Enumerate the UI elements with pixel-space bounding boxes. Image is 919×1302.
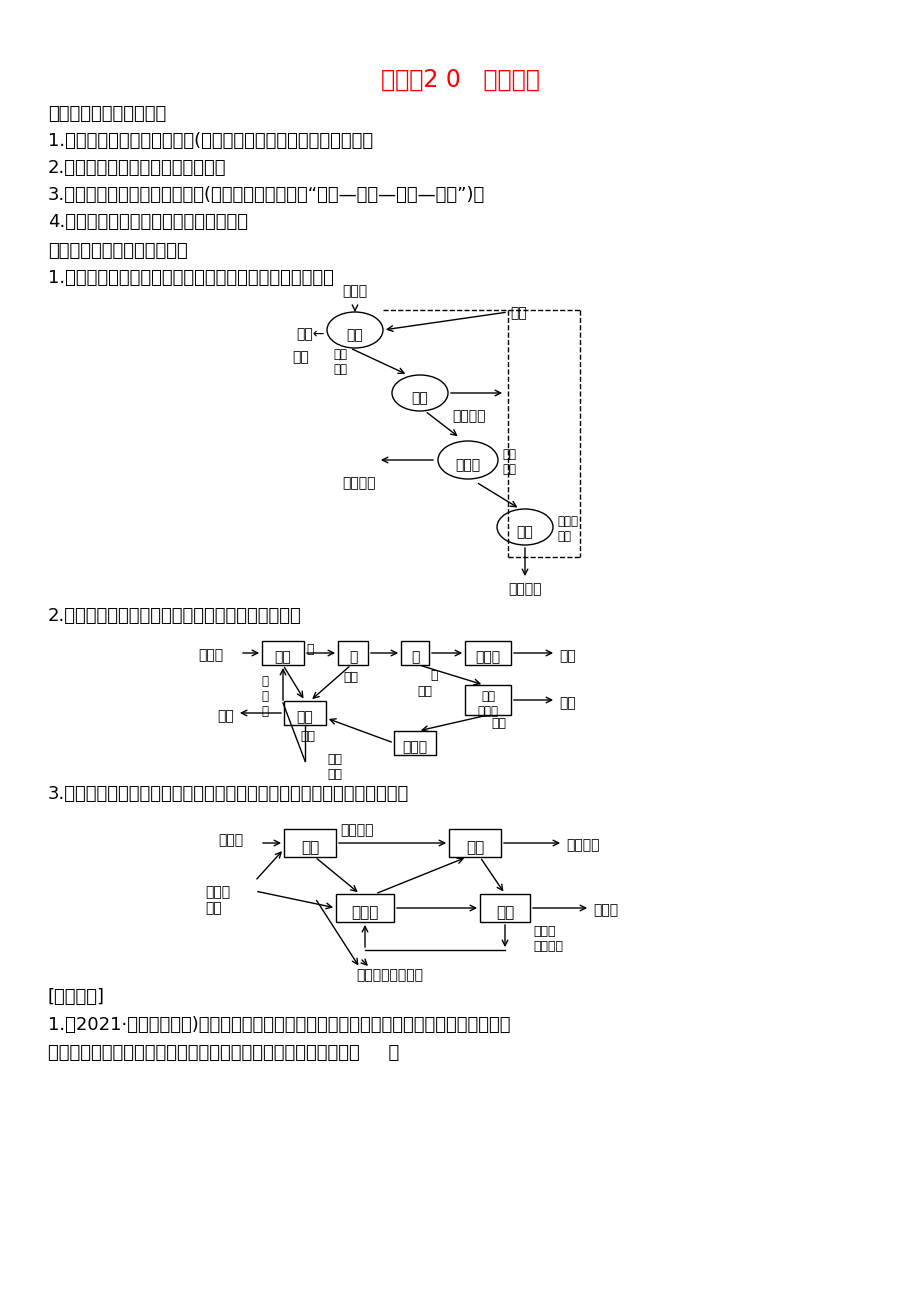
Text: 食品
加工厂: 食品 加工厂 xyxy=(477,690,498,717)
Text: 2.水陆交换的物质循环系统，如桑基鱼塘生产体系。: 2.水陆交换的物质循环系统，如桑基鱼塘生产体系。 xyxy=(48,607,301,625)
Text: 蚕: 蚕 xyxy=(348,650,357,664)
Text: 缫丝厂: 缫丝厂 xyxy=(475,650,500,664)
Bar xyxy=(284,829,335,857)
Text: 凋落废弃的有机体: 凋落废弃的有机体 xyxy=(357,967,423,982)
Bar xyxy=(464,685,510,715)
Text: 叶
、
茎: 叶 、 茎 xyxy=(261,674,268,717)
Text: 4.提高整个系统的总体功能和综合效益。: 4.提高整个系统的总体功能和综合效益。 xyxy=(48,214,248,230)
Text: 茧: 茧 xyxy=(411,650,419,664)
Text: 沼气池: 沼气池 xyxy=(402,740,427,754)
Text: 产品输出: 产品输出 xyxy=(342,477,376,490)
Text: 一、生态农业的设计原理: 一、生态农业的设计原理 xyxy=(48,105,166,122)
Text: 菌床
杂屑: 菌床 杂屑 xyxy=(502,448,516,477)
Text: 太阳能: 太阳能 xyxy=(198,648,223,661)
Bar xyxy=(284,700,325,725)
Text: 输出: 输出 xyxy=(217,710,233,723)
Text: 秸秆: 秸秆 xyxy=(292,350,309,365)
Text: 3.实现生态系统中物质循环再生(或实现可持续发展或“原料—产品—原料—产品”)。: 3.实现生态系统中物质循环再生(或实现可持续发展或“原料—产品—原料—产品”)。 xyxy=(48,186,484,204)
Text: 残渣
废液: 残渣 废液 xyxy=(326,753,342,781)
Text: 2.实现生态系统中能量的多级利用。: 2.实现生态系统中能量的多级利用。 xyxy=(48,159,226,177)
Text: 螓螓: 螓螓 xyxy=(516,525,533,539)
Text: 桑圆: 桑圆 xyxy=(275,650,291,664)
Bar xyxy=(337,641,368,665)
Text: 树木: 树木 xyxy=(301,841,319,855)
Text: 蛹: 蛹 xyxy=(429,669,437,682)
Text: 作物: 作物 xyxy=(346,328,363,342)
Bar xyxy=(464,641,510,665)
Text: 废液: 废液 xyxy=(491,717,505,730)
Text: 叶: 叶 xyxy=(306,643,313,656)
Text: 输出: 输出 xyxy=(559,697,575,710)
Text: 子实←: 子实← xyxy=(296,327,324,341)
Text: 产品输出: 产品输出 xyxy=(451,409,485,423)
Bar xyxy=(448,829,501,857)
Text: 二、我国生态农业的常见类型: 二、我国生态农业的常见类型 xyxy=(48,242,187,260)
Text: 1.（2021·河南三市联考)某地大力发展兿肥产沼气，沼渣兿表螓，螓螓兿家禽，秸秆种菇，: 1.（2021·河南三市联考)某地大力发展兿肥产沼气，沼渣兿表螓，螓螓兿家禽，秸… xyxy=(48,1016,510,1034)
Text: 碎屑: 碎屑 xyxy=(416,685,432,698)
Bar xyxy=(262,641,303,665)
Text: [对点训练]: [对点训练] xyxy=(48,988,105,1006)
Text: 鱼池: 鱼池 xyxy=(495,905,514,921)
Text: 食用菇: 食用菇 xyxy=(455,458,480,473)
Bar xyxy=(335,894,393,922)
Text: 微专题2 0   生态农业: 微专题2 0 生态农业 xyxy=(380,68,539,92)
Text: 水产品: 水产品 xyxy=(593,904,618,917)
Text: 1.研究设计合理的食物链组成(或营养结构），提高抗抗力稳定性。: 1.研究设计合理的食物链组成(或营养结构），提高抗抗力稳定性。 xyxy=(48,132,373,150)
Text: 鱼塘: 鱼塘 xyxy=(296,710,313,724)
Text: 桑基鱼塘等生态农业。下列关于农业生态系统的叙述，错误的是（     ）: 桑基鱼塘等生态农业。下列关于农业生态系统的叙述，错误的是（ ） xyxy=(48,1044,399,1062)
Text: 排泤物
杂屑: 排泤物 杂屑 xyxy=(556,516,577,543)
Text: 塘泥: 塘泥 xyxy=(300,730,314,743)
Text: 产品输出: 产品输出 xyxy=(507,582,541,596)
Text: 3.农林牧渔联合生产系统，如农林牧渔生产体系和粮桑渔畜农业生态体系。: 3.农林牧渔联合生产系统，如农林牧渔生产体系和粮桑渔畜农业生态体系。 xyxy=(48,785,409,803)
Text: 太阳能: 太阳能 xyxy=(342,284,368,298)
Text: 禽畜产品: 禽畜产品 xyxy=(565,838,599,852)
Text: 家禽: 家禽 xyxy=(411,391,428,405)
Text: 禽畜: 禽畜 xyxy=(465,841,483,855)
Bar xyxy=(480,894,529,922)
Bar xyxy=(393,730,436,755)
Text: 蚕沙: 蚕沙 xyxy=(343,671,357,684)
Text: 返回土
壤、水体: 返回土 壤、水体 xyxy=(532,924,562,953)
Text: 太阳能: 太阳能 xyxy=(218,833,243,848)
Text: 农作物: 农作物 xyxy=(351,905,379,921)
Text: 输出: 输出 xyxy=(559,648,575,663)
Text: 1.物质能量的多层分级利用系统，如作物秸秆的多级利用。: 1.物质能量的多层分级利用系统，如作物秸秆的多级利用。 xyxy=(48,270,334,286)
Text: 糟化
饼料: 糟化 饼料 xyxy=(333,348,346,376)
Text: 林农产品: 林农产品 xyxy=(340,823,373,837)
Text: 肖料: 肖料 xyxy=(509,306,527,320)
Bar xyxy=(401,641,428,665)
Text: 肖料、
饼料: 肖料、 饼料 xyxy=(205,885,230,915)
